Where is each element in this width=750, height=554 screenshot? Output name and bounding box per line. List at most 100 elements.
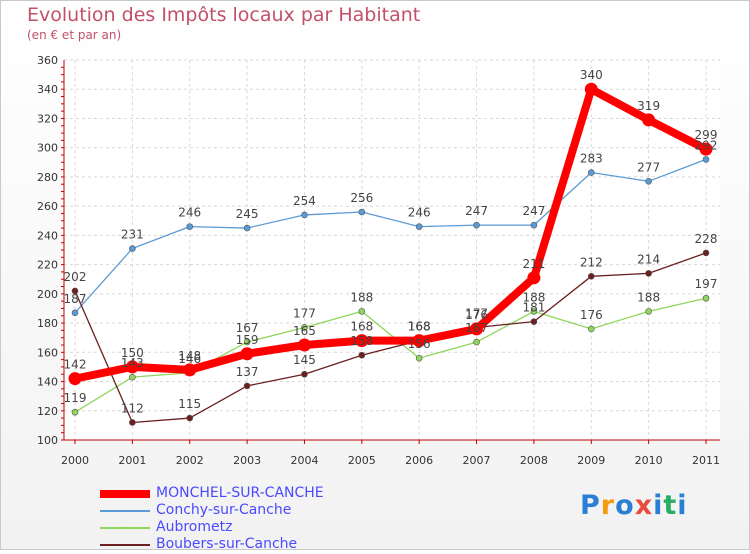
data-label-aubrometz: 156	[408, 337, 431, 351]
data-point-boubers-sur-canche	[358, 351, 366, 359]
data-label-boubers-sur-canche: 214	[637, 252, 660, 266]
series-line-monchel-sur-canche	[71, 85, 710, 383]
chart-title: Evolution des Impôts locaux par Habitant	[27, 4, 421, 26]
logo-letter: P	[580, 490, 601, 521]
data-point-monchel-sur-canche	[240, 347, 254, 361]
data-label-conchy-sur-canche: 246	[178, 206, 201, 220]
data-label-aubrometz: 188	[350, 290, 373, 304]
y-tick-label: 320	[37, 112, 58, 125]
legend-label-conchy: Conchy-sur-Canche	[156, 502, 292, 518]
data-point-monchel-sur-canche	[125, 360, 139, 374]
data-label-conchy-sur-canche: 254	[293, 194, 316, 208]
data-point-conchy-sur-canche	[243, 224, 251, 232]
data-label-monchel-sur-canche: 319	[637, 99, 660, 113]
logo-letter: t	[663, 490, 678, 521]
x-tick-label: 2005	[348, 454, 376, 467]
x-tick-label: 2002	[176, 454, 204, 467]
data-label-aubrometz: 143	[121, 356, 144, 370]
data-label-boubers-sur-canche: 168	[408, 320, 431, 334]
data-label-monchel-sur-canche: 165	[293, 324, 316, 338]
data-point-monchel-sur-canche	[297, 338, 311, 352]
data-point-aubrometz	[129, 373, 136, 381]
legend-label-aubrometz: Aubrometz	[156, 519, 233, 535]
data-point-boubers-sur-canche	[129, 419, 136, 426]
logo-letter: x	[634, 490, 654, 521]
data-label-boubers-sur-canche: 202	[64, 270, 87, 284]
x-tick-label: 2001	[118, 454, 146, 467]
x-tick-label: 2006	[405, 454, 433, 467]
data-point-monchel-sur-canche	[642, 113, 656, 127]
data-label-monchel-sur-canche: 211	[522, 257, 545, 271]
logo-letter: r	[600, 490, 616, 521]
x-tick-label: 2003	[233, 454, 261, 467]
x-tick-label: 2004	[290, 454, 318, 467]
data-point-boubers-sur-canche	[645, 270, 652, 277]
data-point-conchy-sur-canche	[587, 169, 595, 176]
data-label-aubrometz: 197	[695, 277, 718, 291]
plot-area	[64, 60, 720, 440]
series-line-conchy-sur-canche	[74, 158, 707, 314]
y-tick-label: 340	[37, 83, 58, 96]
data-label-boubers-sur-canche: 181	[522, 301, 545, 315]
data-point-conchy-sur-canche	[186, 223, 194, 230]
data-point-conchy-sur-canche	[473, 221, 480, 229]
x-tick-label: 2010	[635, 454, 663, 467]
data-label-conchy-sur-canche: 247	[522, 204, 545, 218]
data-point-monchel-sur-canche	[68, 372, 82, 386]
data-point-aubrometz	[71, 408, 79, 416]
data-point-monchel-sur-canche	[412, 334, 426, 348]
data-point-conchy-sur-canche	[71, 309, 79, 317]
data-point-boubers-sur-canche	[702, 249, 710, 257]
data-point-monchel-sur-canche	[355, 334, 369, 348]
data-point-conchy-sur-canche	[702, 156, 710, 163]
data-point-boubers-sur-canche	[71, 287, 79, 295]
x-tick-label: 2007	[463, 454, 491, 467]
data-label-monchel-sur-canche: 176	[465, 308, 488, 322]
data-label-aubrometz: 176	[580, 308, 603, 322]
data-label-conchy-sur-canche: 277	[637, 160, 660, 174]
legend-swatch-boubers	[100, 544, 150, 546]
data-label-aubrometz: 119	[64, 391, 87, 405]
y-tick-label: 160	[37, 346, 58, 359]
data-point-aubrometz	[702, 294, 710, 302]
data-point-aubrometz	[301, 324, 308, 331]
data-label-aubrometz: 188	[637, 290, 660, 304]
data-point-aubrometz	[358, 308, 366, 315]
logo-letter: i	[677, 490, 688, 521]
data-point-conchy-sur-canche	[530, 221, 538, 229]
y-tick-label: 180	[37, 317, 58, 330]
data-label-monchel-sur-canche: 159	[236, 333, 259, 347]
data-point-boubers-sur-canche	[186, 414, 194, 422]
y-tick-label: 220	[37, 259, 58, 272]
data-label-boubers-sur-canche: 112	[121, 401, 144, 415]
data-point-monchel-sur-canche	[584, 82, 598, 96]
data-point-conchy-sur-canche	[358, 208, 366, 216]
series-line-boubers-sur-canche	[74, 252, 707, 424]
data-point-monchel-sur-canche	[183, 363, 197, 377]
data-point-conchy-sur-canche	[301, 211, 308, 219]
data-label-monchel-sur-canche: 142	[64, 358, 87, 372]
data-label-boubers-sur-canche: 158	[350, 334, 373, 348]
y-tick-label: 240	[37, 229, 58, 242]
legend-swatch-aubrometz	[100, 527, 150, 529]
data-point-boubers-sur-canche	[301, 370, 308, 378]
data-label-aubrometz: 177	[293, 306, 316, 320]
legend-swatch-conchy	[100, 510, 150, 512]
y-tick-label: 120	[37, 405, 58, 418]
data-point-aubrometz	[587, 325, 595, 333]
series-line-aubrometz	[74, 297, 707, 413]
data-label-aubrometz: 188	[522, 290, 545, 304]
y-tick-label: 140	[37, 376, 58, 389]
data-label-conchy-sur-canche: 231	[121, 228, 144, 242]
data-point-aubrometz	[645, 308, 652, 315]
logo-letter: i	[653, 490, 664, 521]
data-label-boubers-sur-canche: 145	[293, 353, 316, 367]
data-point-conchy-sur-canche	[415, 223, 423, 230]
data-label-monchel-sur-canche: 299	[695, 128, 718, 142]
x-tick-label: 2009	[577, 454, 605, 467]
data-label-monchel-sur-canche: 168	[408, 320, 431, 334]
data-point-boubers-sur-canche	[530, 318, 538, 325]
x-tick-label: 2000	[61, 454, 89, 467]
data-label-monchel-sur-canche: 148	[178, 349, 201, 363]
data-point-monchel-sur-canche	[699, 142, 713, 156]
